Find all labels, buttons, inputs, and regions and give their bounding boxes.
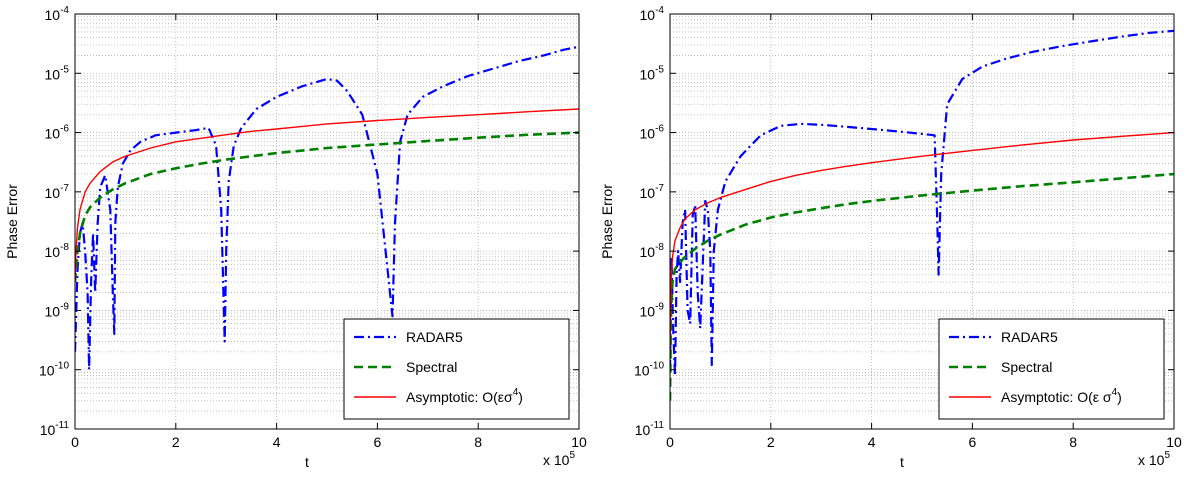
y-tick-label: 10-8 bbox=[640, 242, 665, 260]
chart-panel-right: 10-11 10-10 10-9 10-8 10-7 10-6 10-5 10-4 0 2 4 6 8 1… bbox=[599, 5, 1182, 470]
x-axis-label: t bbox=[305, 454, 309, 470]
series-line-radar5 bbox=[670, 29, 1174, 377]
y-tick-label: 10-7 bbox=[640, 183, 665, 201]
x-axis-multiplier: x 105 bbox=[1138, 450, 1170, 468]
chart-panel-left: 10-11 10-10 10-9 10-8 10-7 10-6 10-5 10-4 0 2 4 6 8 1… bbox=[4, 5, 587, 470]
x-tick-label: 0 bbox=[666, 434, 674, 450]
plot-frame bbox=[74, 13, 580, 430]
plot-frame bbox=[669, 13, 1175, 430]
y-tick-label: 10-9 bbox=[640, 301, 665, 319]
y-tick-label: 10-6 bbox=[640, 124, 665, 142]
y-tick-label: 10-4 bbox=[45, 5, 70, 23]
x-tick-label: 10 bbox=[571, 434, 587, 450]
series-line-radar5 bbox=[75, 45, 579, 371]
legend-label: Asymptotic: O(ε σ4) bbox=[1001, 387, 1122, 405]
y-tick-label: 10-10 bbox=[39, 361, 69, 379]
x-tick-label: 6 bbox=[969, 434, 977, 450]
series-group bbox=[75, 45, 579, 371]
y-tick-label: 10-7 bbox=[45, 183, 70, 201]
x-axis-multiplier: x 105 bbox=[543, 450, 575, 468]
legend-label: RADAR5 bbox=[406, 329, 463, 345]
y-tick-label: 10-5 bbox=[45, 64, 70, 82]
legend-box bbox=[343, 318, 570, 420]
x-tick-label: 4 bbox=[868, 434, 876, 450]
legend: RADAR5 Spectral Asymptotic: O(εσ4) bbox=[343, 318, 570, 420]
legend-label: Spectral bbox=[1001, 359, 1052, 375]
y-tick-label: 10-5 bbox=[640, 64, 665, 82]
x-tick-label: 0 bbox=[71, 434, 79, 450]
legend-label: RADAR5 bbox=[1001, 329, 1058, 345]
x-tick-label: 10 bbox=[1166, 434, 1182, 450]
y-axis-label: Phase Error bbox=[599, 184, 615, 259]
y-tick-label: 10-4 bbox=[640, 5, 665, 23]
y-tick-label: 10-11 bbox=[40, 420, 70, 438]
y-axis-label: Phase Error bbox=[4, 184, 20, 259]
series-line-spectral bbox=[75, 131, 579, 283]
y-tick-label: 10-9 bbox=[45, 301, 70, 319]
y-tick-label: 10-8 bbox=[45, 242, 70, 260]
x-tick-label: 8 bbox=[474, 434, 482, 450]
x-tick-label: 4 bbox=[273, 434, 281, 450]
y-tick-label: 10-10 bbox=[634, 361, 664, 379]
legend-label: Spectral bbox=[406, 359, 457, 375]
legend-box bbox=[938, 318, 1165, 420]
x-axis-label: t bbox=[900, 454, 904, 470]
legend-label: Asymptotic: O(εσ4) bbox=[406, 387, 523, 405]
series-line-asymptotic bbox=[670, 131, 1174, 352]
series-group bbox=[670, 29, 1174, 401]
legend: RADAR5 Spectral Asymptotic: O(ε σ4) bbox=[938, 318, 1165, 420]
x-tick-label: 6 bbox=[374, 434, 382, 450]
series-line-asymptotic bbox=[75, 108, 579, 283]
y-tick-label: 10-11 bbox=[635, 420, 665, 438]
series-line-spectral bbox=[670, 172, 1174, 401]
x-tick-label: 8 bbox=[1069, 434, 1077, 450]
x-tick-label: 2 bbox=[172, 434, 180, 450]
x-tick-label: 2 bbox=[767, 434, 775, 450]
y-tick-label: 10-6 bbox=[45, 124, 70, 142]
